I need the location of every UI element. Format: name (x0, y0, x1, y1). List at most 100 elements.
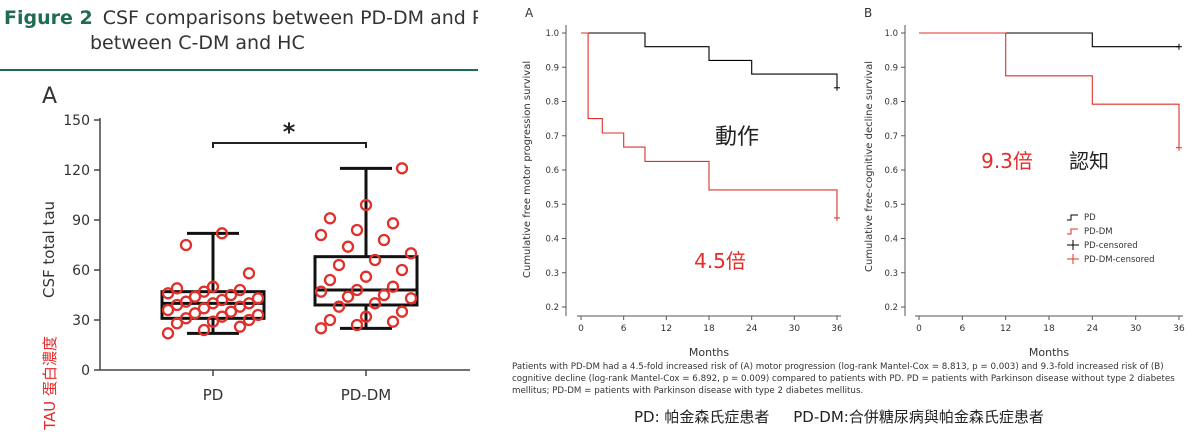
data-point (233, 320, 247, 333)
km-panel-b-label: B (864, 6, 873, 20)
data-point (215, 310, 229, 323)
y-tick-label: 150 (63, 113, 90, 129)
data-point (197, 285, 211, 298)
km-panel-a-label: A (525, 6, 534, 20)
data-point (404, 292, 418, 305)
y-tick-label: 0.9 (884, 63, 898, 73)
box-iqr (313, 255, 419, 307)
data-point (161, 327, 175, 340)
data-point (206, 280, 220, 293)
data-point (233, 283, 247, 297)
data-point (314, 285, 328, 298)
data-point (368, 253, 382, 267)
y-tick-label: 0.3 (545, 269, 559, 279)
y-tick-label: 90 (72, 213, 90, 229)
data-point (323, 212, 337, 225)
data-point (242, 313, 256, 327)
data-point (350, 223, 364, 237)
data-point (386, 315, 400, 328)
data-point (242, 267, 256, 280)
annotation-motor: 動作 (715, 125, 759, 150)
data-point (332, 300, 346, 313)
annotation-cognitive-ratio: 9.3倍 (981, 149, 1033, 173)
data-point (350, 283, 364, 297)
y-tick-label: 0.3 (884, 269, 898, 279)
x-tick-label: 24 (746, 324, 758, 334)
x-tick-label: 36 (1173, 324, 1185, 334)
y-tick-label: 30 (72, 313, 90, 329)
data-point (377, 233, 391, 247)
data-point (179, 312, 193, 325)
x-tick-label: 18 (1043, 324, 1055, 334)
km-a-xlabel: Months (689, 346, 729, 359)
annotation-motor-ratio: 4.5倍 (694, 249, 746, 273)
data-point (179, 295, 193, 308)
legend-swatch (1067, 228, 1078, 235)
km-a-ylabel: Cumulative free motor progression surviv… (522, 61, 533, 278)
y-tick-label: 1.0 (545, 29, 559, 39)
y-tick-label: 0.6 (884, 166, 898, 176)
y-tick-label: 0.8 (884, 98, 898, 108)
y-tick-label: 0 (81, 363, 90, 379)
data-point (386, 217, 400, 230)
footer-note: PD: 帕金森氏症患者 PD-DM:合併糖尿病與帕金森氏症患者 (634, 408, 1044, 426)
series-pd (919, 32, 1179, 48)
data-point (188, 290, 202, 303)
data-point (161, 303, 175, 317)
figure-title-line2: between C-DM and HC (90, 32, 305, 54)
data-point (350, 318, 364, 332)
series-pd-dm (581, 32, 838, 218)
data-point (314, 322, 328, 335)
data-point (323, 273, 337, 287)
y-tick-label: 1.0 (884, 29, 898, 39)
km-panel-b: Cumulative free-cognitive decline surviv… (864, 25, 1185, 359)
y-tick-label: 0.2 (545, 303, 559, 313)
data-point (377, 288, 391, 302)
y-tick-label: 0.9 (545, 63, 559, 73)
y-tick-label: 0.4 (884, 235, 898, 245)
data-point (161, 287, 175, 300)
data-point (323, 313, 337, 327)
legend-swatch (1067, 214, 1078, 221)
km-figure: A B Cumulative free motor progression su… (508, 0, 1200, 410)
box-x-axis: PD PD-DM (100, 369, 470, 404)
y-tick-label: 0.5 (545, 200, 559, 210)
x-tick-label: 12 (661, 324, 672, 334)
series-pd (581, 32, 838, 88)
data-point (224, 288, 238, 302)
data-point (395, 263, 409, 277)
km-caption: Patients with PD-DM had a 4.5-fold incre… (512, 362, 1175, 396)
data-point (314, 228, 328, 242)
x-tick-label: 36 (831, 324, 843, 334)
data-point (170, 317, 184, 330)
x-tick-label: 30 (789, 324, 801, 334)
y-tick-label: 120 (63, 163, 90, 179)
annotation-cognitive: 認知 (1069, 149, 1109, 173)
x-tick-label: 30 (1130, 324, 1142, 334)
figure-label: Figure 2 (4, 7, 93, 29)
data-point (359, 310, 373, 323)
km-b-xlabel: Months (1029, 346, 1069, 359)
x-tick-label: PD (203, 386, 224, 404)
data-point (395, 162, 409, 175)
figure-title-line1: CSF comparisons between PD-DM and PD and (102, 7, 478, 29)
data-point (215, 293, 229, 307)
data-point (197, 302, 211, 315)
significance-bracket: * (212, 118, 367, 148)
significance-star: * (283, 118, 296, 146)
data-point (179, 238, 193, 252)
data-point (341, 240, 355, 253)
legend-label: PD (1084, 213, 1096, 223)
x-tick-label: 24 (1087, 324, 1099, 334)
data-point (206, 315, 220, 328)
y-tick-label: 0.4 (545, 235, 559, 245)
legend-label: PD-DM (1084, 227, 1113, 237)
y-tick-label: 0.2 (884, 303, 898, 313)
box-plot: CSF total tau 0 30 60 90 120 150 PD PD-DM * (40, 113, 470, 404)
km-b-ylabel: Cumulative free-cognitive decline surviv… (864, 61, 875, 272)
km-panel-a: Cumulative free motor progression surviv… (522, 25, 843, 359)
x-tick-label: 18 (703, 324, 715, 334)
x-tick-label: 0 (578, 324, 584, 334)
y-tick-label: 0.7 (545, 132, 559, 142)
km-a-axes: 0.2 0.3 0.4 0.5 0.6 0.7 0.8 0.9 1.0 0 6 12 18 24 30 36 (545, 25, 843, 334)
